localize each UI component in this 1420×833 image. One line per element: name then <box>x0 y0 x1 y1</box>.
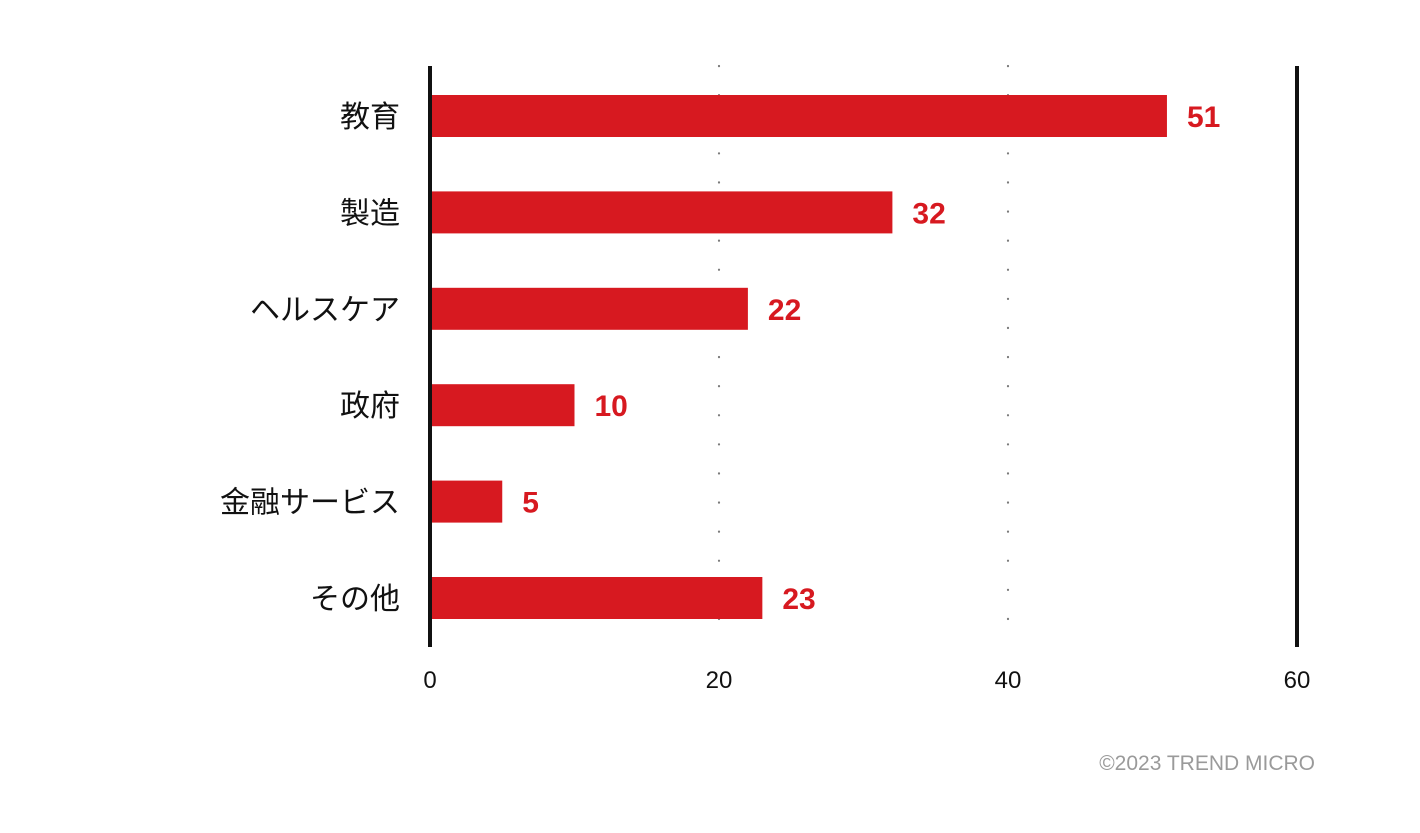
x-tick-label-40: 40 <box>995 667 1022 694</box>
bar-3 <box>430 384 575 427</box>
value-label-5: 23 <box>782 583 815 616</box>
x-tick-label-0: 0 <box>423 667 436 694</box>
bar-0 <box>430 95 1167 137</box>
category-label-1: 製造 <box>340 196 400 231</box>
value-label-0: 51 <box>1187 101 1220 134</box>
value-label-1: 32 <box>912 197 945 230</box>
value-label-4: 5 <box>522 487 539 520</box>
grid-layer <box>717 64 1010 649</box>
category-label-2: ヘルスケア <box>250 293 400 328</box>
category-label-5: その他 <box>310 582 400 617</box>
value-label-3: 10 <box>595 390 628 423</box>
bar-1 <box>430 191 893 234</box>
bar-5 <box>430 577 763 619</box>
value-label-2: 22 <box>768 294 801 327</box>
category-label-3: 政府 <box>340 389 400 424</box>
category-label-4: 金融サービス <box>220 486 400 521</box>
x-tick-label-60: 60 <box>1284 667 1311 694</box>
axes-layer <box>428 66 1299 647</box>
copyright-notice: ©2023 TREND MICRO <box>1099 752 1315 775</box>
x-tick-label-20: 20 <box>706 667 733 694</box>
bar-4 <box>430 480 503 523</box>
bars-layer <box>430 95 1167 619</box>
category-label-0: 教育 <box>340 100 400 135</box>
bar-2 <box>430 287 748 330</box>
